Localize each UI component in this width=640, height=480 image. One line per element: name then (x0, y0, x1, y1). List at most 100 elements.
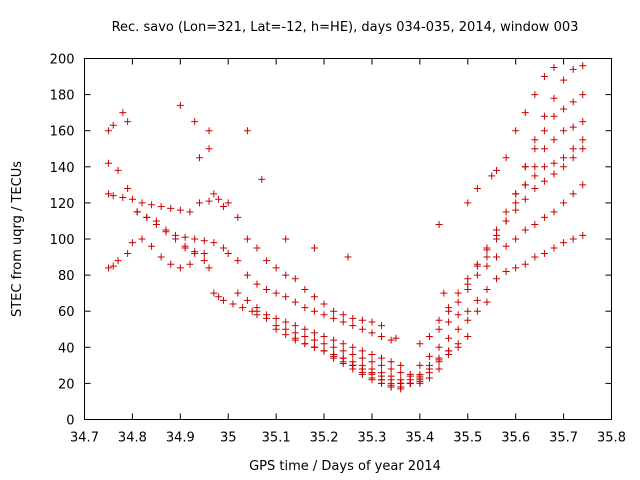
x-tick-label: 35.7 (549, 431, 578, 446)
data-point (368, 351, 376, 359)
data-point (358, 316, 366, 324)
data-point (435, 343, 443, 351)
data-point (272, 325, 280, 333)
data-point (560, 127, 568, 135)
data-point (181, 244, 189, 252)
data-point (339, 340, 347, 348)
x-tick-label: 34.8 (118, 431, 147, 446)
data-point (550, 112, 558, 120)
data-point (301, 332, 309, 340)
data-point (282, 293, 290, 301)
data-point (176, 206, 184, 214)
data-point (397, 361, 405, 369)
data-point (521, 226, 529, 234)
data-point (445, 318, 453, 326)
data-point (397, 379, 405, 387)
data-point (445, 304, 453, 312)
data-point (186, 208, 194, 216)
data-point (301, 304, 309, 312)
data-point (550, 208, 558, 216)
data-point (234, 213, 242, 221)
data-point (512, 264, 520, 272)
y-tick-label: 120 (50, 197, 75, 212)
chart-title: Rec. savo (Lon=321, Lat=-12, h=HE), days… (112, 20, 579, 35)
data-point (531, 253, 539, 261)
data-point (128, 195, 136, 203)
x-tick-label: 35.5 (453, 431, 482, 446)
data-point (550, 159, 558, 167)
data-point (454, 325, 462, 333)
data-point (349, 343, 357, 351)
data-point (349, 351, 357, 359)
data-point (167, 260, 175, 268)
data-point (579, 181, 587, 189)
data-point (464, 199, 472, 207)
data-point (464, 307, 472, 315)
data-point (435, 221, 443, 229)
data-point (416, 361, 424, 369)
data-point (483, 253, 491, 261)
data-point (291, 275, 299, 283)
data-point (339, 311, 347, 319)
data-point (435, 325, 443, 333)
data-point (205, 127, 213, 135)
y-tick-label: 100 (50, 233, 75, 248)
data-point (540, 145, 548, 153)
x-tick-label: 35.8 (597, 431, 626, 446)
data-point (493, 166, 501, 174)
data-point (579, 62, 587, 70)
data-point (219, 296, 227, 304)
data-point (540, 73, 548, 81)
x-axis-label: GPS time / Days of year 2014 (249, 459, 441, 474)
data-point (339, 347, 347, 355)
data-point (253, 280, 261, 288)
data-point (358, 369, 366, 377)
data-point (540, 127, 548, 135)
data-point (210, 239, 218, 247)
data-point (330, 314, 338, 322)
data-point (531, 184, 539, 192)
data-point (540, 112, 548, 120)
data-point (560, 105, 568, 113)
data-point (512, 190, 520, 198)
data-point (416, 374, 424, 382)
data-point (531, 172, 539, 180)
data-point (378, 332, 386, 340)
data-point (416, 340, 424, 348)
data-point (143, 213, 151, 221)
data-point (186, 260, 194, 268)
data-point (473, 271, 481, 279)
data-point (282, 331, 290, 339)
data-point (378, 376, 386, 384)
data-point (339, 318, 347, 326)
data-point (502, 242, 510, 250)
x-tick-label: 35.4 (405, 431, 434, 446)
data-point (560, 239, 568, 247)
data-point (128, 239, 136, 247)
data-point (445, 347, 453, 355)
data-point (387, 365, 395, 373)
data-point (387, 381, 395, 389)
data-point (425, 365, 433, 373)
data-point (454, 298, 462, 306)
data-point (104, 190, 112, 198)
data-point (200, 237, 208, 245)
y-axis-label: STEC from uqrg / TECUs (10, 161, 25, 317)
data-point (560, 163, 568, 171)
data-point (493, 275, 501, 283)
data-point (263, 286, 271, 294)
data-point (310, 336, 318, 344)
data-point (531, 91, 539, 99)
x-tick-label: 34.7 (70, 431, 99, 446)
data-point (521, 181, 529, 189)
data-point (502, 267, 510, 275)
data-point (531, 221, 539, 229)
data-point (167, 204, 175, 212)
x-tick-label: 35.1 (262, 431, 291, 446)
y-tick-label: 0 (66, 414, 74, 429)
data-point (253, 244, 261, 252)
data-point (512, 206, 520, 214)
data-point (521, 163, 529, 171)
data-point (550, 244, 558, 252)
